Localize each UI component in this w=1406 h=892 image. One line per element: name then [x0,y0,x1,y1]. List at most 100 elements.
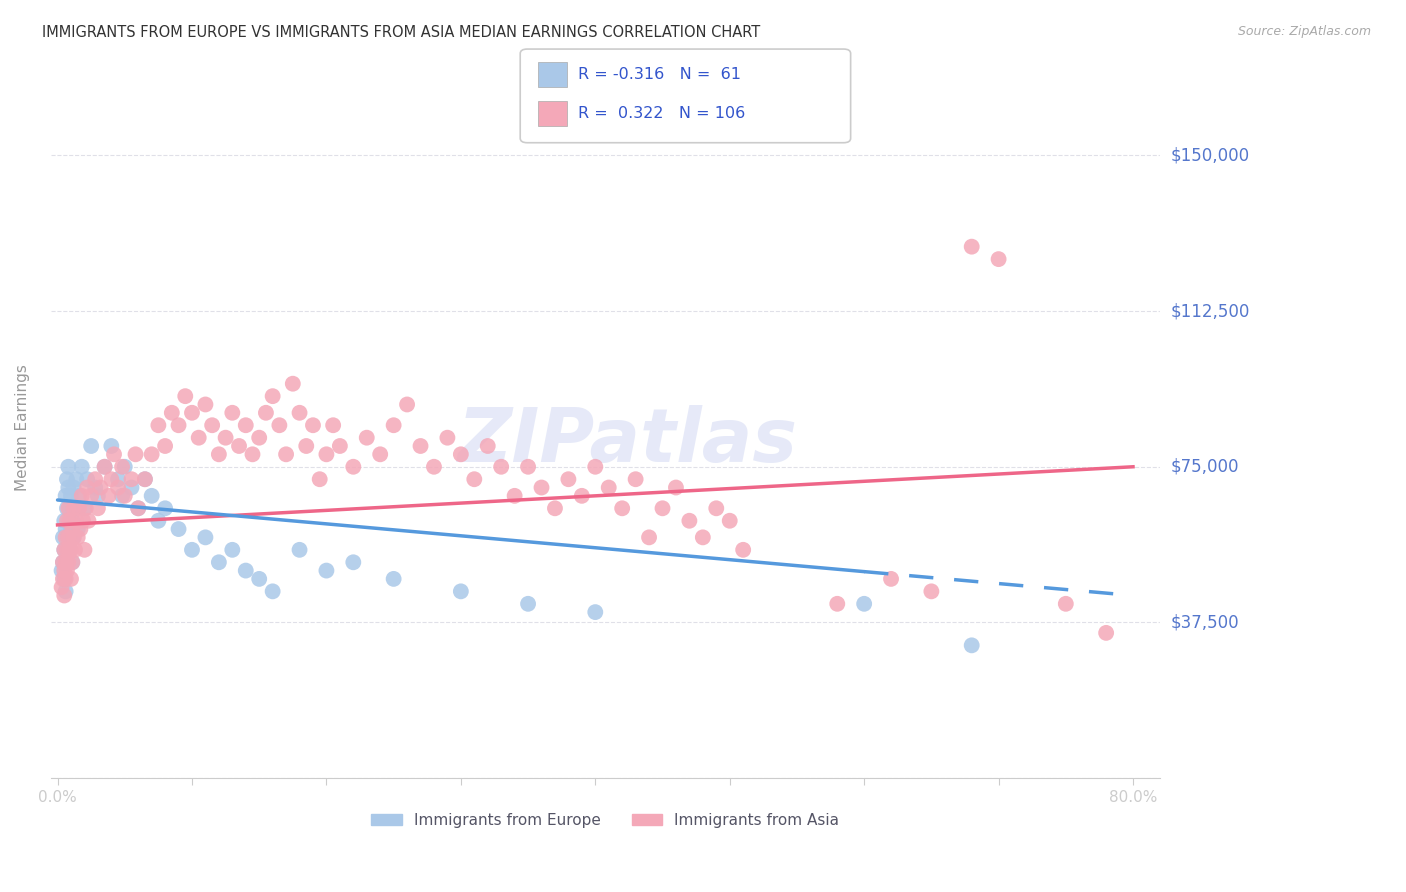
Point [59,542,82,557]
Point [329,439,352,453]
Point [262,584,284,599]
Point [235,564,257,578]
Point [53,572,76,586]
Point [73,501,96,516]
Text: ZIPatlas: ZIPatlas [457,405,797,478]
Point [114,489,136,503]
Point [247,572,270,586]
Point [221,406,243,420]
Point [544,501,567,516]
Point [530,481,553,495]
Point [51,564,73,578]
Point [72,514,94,528]
Point [58,530,80,544]
Point [409,439,432,453]
Point [53,589,76,603]
Point [124,447,146,461]
Point [960,638,983,652]
Point [571,489,593,503]
Point [148,514,170,528]
Point [56,542,79,557]
Point [315,564,337,578]
Point [274,447,297,461]
Point [60,555,83,569]
Text: R =  0.322   N = 106: R = 0.322 N = 106 [578,105,745,120]
Text: $75,000: $75,000 [1171,458,1240,475]
Point [80,489,103,503]
Point [221,542,243,557]
Point [53,542,76,557]
Point [70,489,93,503]
Point [66,530,89,544]
Text: $112,500: $112,500 [1171,302,1250,320]
Point [62,530,84,544]
Point [733,542,755,557]
Point [56,501,79,516]
Point [59,514,82,528]
Point [62,530,84,544]
Point [111,489,134,503]
Point [557,472,579,486]
Point [69,522,91,536]
Point [382,572,405,586]
Point [598,481,620,495]
Point [56,564,79,578]
Point [55,489,77,503]
Point [194,530,217,544]
Point [288,406,311,420]
Point [90,481,112,495]
Point [254,406,277,420]
Point [52,555,75,569]
Point [489,459,512,474]
Point [436,431,458,445]
Point [181,406,204,420]
Point [302,418,325,433]
Point [242,447,264,461]
Point [665,481,688,495]
Point [153,501,176,516]
Point [308,472,330,486]
Point [63,542,86,557]
Point [59,522,82,536]
Point [121,472,143,486]
Point [174,389,197,403]
Point [678,514,700,528]
Point [194,397,217,411]
Point [55,572,77,586]
Point [920,584,942,599]
Point [58,555,80,569]
Point [67,501,90,516]
Point [987,252,1010,266]
Point [281,376,304,391]
Point [583,459,606,474]
Point [111,459,134,474]
Point [368,447,391,461]
Point [342,555,364,569]
Point [187,431,209,445]
Point [55,555,77,569]
Point [247,431,270,445]
Point [52,530,75,544]
Point [97,489,120,503]
Point [59,489,82,503]
Point [463,472,485,486]
Point [58,530,80,544]
Point [59,542,82,557]
Point [450,584,472,599]
Point [167,418,190,433]
Point [56,472,79,486]
Point [134,472,156,486]
Point [62,481,84,495]
Point [167,522,190,536]
Point [56,514,79,528]
Point [58,459,80,474]
Point [517,597,540,611]
Point [583,605,606,619]
Point [141,489,163,503]
Point [53,564,76,578]
Point [517,459,540,474]
Point [612,501,634,516]
Point [59,542,82,557]
Point [295,439,318,453]
Point [322,418,344,433]
